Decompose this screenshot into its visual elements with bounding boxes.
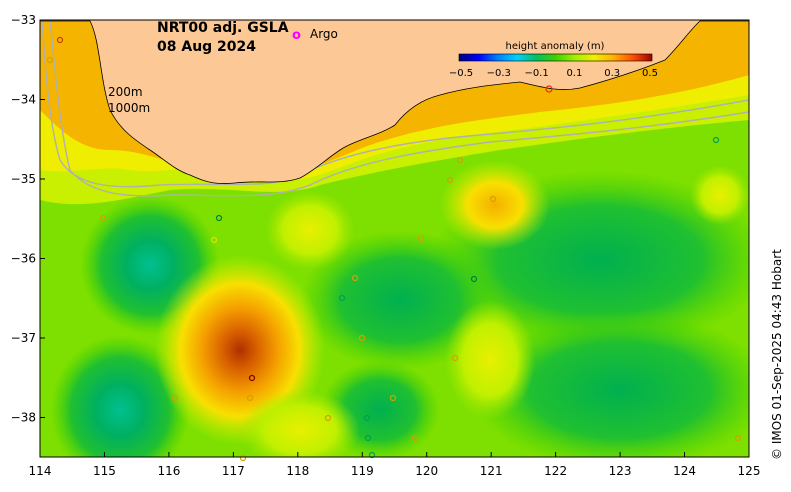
y-tick-label: −34 [11, 93, 36, 107]
x-tick-label: 121 [480, 464, 503, 478]
x-tick-label: 124 [673, 464, 696, 478]
colorbar-tick-label: −0.1 [524, 68, 548, 79]
x-tick-label: 122 [544, 464, 567, 478]
colorbar-tick-label: 0.3 [604, 68, 620, 79]
colorbar-tick-label: −0.5 [449, 68, 473, 79]
x-tick-label: 125 [738, 464, 761, 478]
anomaly-field [40, 20, 749, 457]
y-tick-label: −36 [11, 252, 36, 266]
plot-frame [39, 19, 750, 458]
x-tick-label: 117 [222, 464, 245, 478]
map-date: 08 Aug 2024 [157, 39, 256, 55]
x-tick-label: 114 [29, 464, 52, 478]
x-tick-label: 118 [286, 464, 309, 478]
x-axis: 114 115 116 117 118 119 120 121 122 123 124 125 [29, 452, 761, 478]
colorbar-title: height anomaly (m) [506, 41, 605, 52]
x-tick-label: 116 [157, 464, 180, 478]
argo-legend-symbol: o [292, 28, 301, 43]
argo-legend-label: Argo [310, 27, 338, 41]
x-tick-label: 123 [609, 464, 632, 478]
colorbar-tick-label: 0.5 [642, 68, 658, 79]
credit-text: © IMOS 01-Sep-2025 04:43 Hobart [770, 249, 784, 460]
contour-label-200m: 200m [108, 85, 143, 99]
x-tick-label: 120 [415, 464, 438, 478]
colorbar-tick-label: −0.3 [487, 68, 511, 79]
y-tick-label: −33 [11, 13, 36, 27]
y-tick-label: −35 [11, 172, 36, 186]
map-title: NRT00 adj. GSLA [157, 20, 289, 36]
x-tick-label: 115 [93, 464, 116, 478]
x-tick-label: 119 [351, 464, 374, 478]
argo-floats [46, 36, 742, 462]
y-axis: −33 −34 −35 −36 −37 −38 [11, 13, 45, 425]
contour-label-1000m: 1000m [108, 101, 150, 115]
colorbar-tick-label: 0.1 [566, 68, 582, 79]
colorbar: height anomaly (m) −0.5 −0.3 −0.1 0.1 0.3 0.5 [449, 41, 658, 79]
y-tick-label: −38 [11, 411, 36, 425]
y-tick-label: −37 [11, 331, 36, 345]
